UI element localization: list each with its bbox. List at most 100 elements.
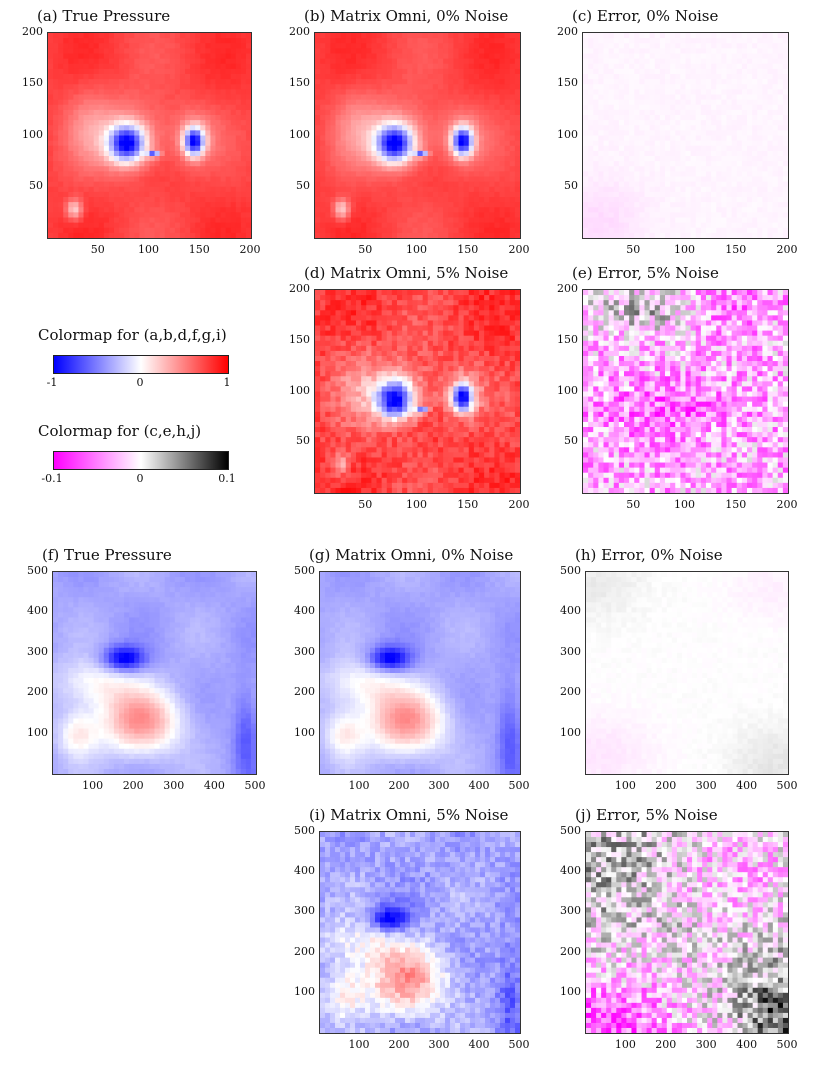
heatmap-cell <box>179 181 186 188</box>
heatmap-cell <box>215 125 222 131</box>
heatmap-cell <box>108 130 115 137</box>
heatmap-cell <box>670 150 676 157</box>
heatmap-cell <box>402 99 408 106</box>
heatmap-cell <box>458 166 465 172</box>
heatmap-cell <box>230 130 237 137</box>
heatmap-cell <box>484 89 490 96</box>
heatmap-cell <box>200 145 206 152</box>
heatmap-cell <box>747 109 753 116</box>
heatmap-cell <box>583 166 589 172</box>
heatmap-cell <box>103 222 110 229</box>
heatmap-cell <box>690 33 697 39</box>
heatmap-cell <box>695 120 702 126</box>
heatmap-cell <box>53 191 59 198</box>
heatmap-cell <box>588 94 594 101</box>
heatmap-cell <box>624 120 630 126</box>
heatmap-cell <box>463 68 470 75</box>
heatmap-cell <box>752 217 758 224</box>
heatmap-cell <box>427 74 434 80</box>
heatmap-cell <box>108 74 115 80</box>
heatmap-cell <box>690 140 697 147</box>
heatmap-cell <box>468 99 475 106</box>
heatmap-cell <box>371 197 378 203</box>
heatmap-cell <box>113 176 120 183</box>
heatmap-cell <box>245 186 251 193</box>
heatmap-cell <box>726 171 733 178</box>
heatmap-cell <box>113 38 120 44</box>
heatmap-cell <box>340 156 347 162</box>
heatmap-cell <box>119 217 125 224</box>
heatmap-cell <box>680 227 687 234</box>
heatmap-cell <box>782 33 788 39</box>
heatmap-cell <box>200 33 206 39</box>
heatmap-cell <box>665 43 671 49</box>
heatmap-cell <box>741 53 748 60</box>
heatmap-cell <box>215 227 222 234</box>
heatmap-cell <box>397 104 403 111</box>
heatmap-cell <box>767 48 774 55</box>
heatmap-cell <box>195 79 201 85</box>
heatmap-cell <box>675 125 681 131</box>
heatmap-cell <box>320 135 326 142</box>
heatmap-cell <box>412 290 419 296</box>
heatmap-cell <box>73 156 80 162</box>
heatmap-cell <box>432 217 439 224</box>
heatmap-cell <box>315 135 321 142</box>
heatmap-cell <box>608 176 615 183</box>
heatmap-cell <box>499 202 506 208</box>
heatmap-cell <box>422 109 429 116</box>
heatmap-cell <box>412 135 419 142</box>
heatmap-cell <box>397 227 403 234</box>
heatmap-cell <box>747 181 753 188</box>
heatmap-cell <box>235 150 242 157</box>
heatmap-cell <box>448 181 454 188</box>
heatmap-cell <box>649 33 656 39</box>
heatmap-cell <box>706 38 712 44</box>
heatmap-cell <box>593 33 599 39</box>
heatmap-cell <box>731 130 738 137</box>
heatmap-cell <box>670 161 676 167</box>
heatmap-cell <box>752 166 758 172</box>
heatmap-cell <box>721 227 728 234</box>
heatmap-cell <box>731 48 738 55</box>
heatmap-cell <box>468 295 475 301</box>
heatmap-cell <box>659 53 666 60</box>
heatmap-cell <box>230 176 237 183</box>
heatmap-cell <box>124 217 130 224</box>
heatmap-cell <box>215 140 222 147</box>
heatmap-cell <box>613 212 620 219</box>
heatmap-cell <box>634 222 640 229</box>
heatmap-cell <box>78 227 85 234</box>
heatmap-cell <box>618 89 625 96</box>
heatmap-cell <box>88 74 95 80</box>
heatmap-cell <box>494 120 501 126</box>
heatmap-cell <box>453 150 460 157</box>
heatmap-cell <box>402 217 408 224</box>
heatmap-cell <box>129 156 135 162</box>
heatmap-cell <box>371 120 378 126</box>
heatmap-cell <box>700 125 707 131</box>
heatmap-cell <box>144 156 151 162</box>
heatmap-cell <box>98 202 105 208</box>
heatmap-cell <box>665 186 671 193</box>
heatmap-cell <box>179 161 186 167</box>
heatmap-cell <box>108 38 115 44</box>
heatmap-cell <box>782 53 788 60</box>
heatmap-cell <box>340 186 347 193</box>
heatmap-cell <box>422 295 429 301</box>
heatmap-cell <box>129 74 135 80</box>
heatmap-cell <box>747 38 753 44</box>
heatmap-cell <box>225 109 232 116</box>
heatmap-cell <box>108 89 115 96</box>
heatmap-cell <box>376 212 383 219</box>
heatmap-cell <box>659 43 666 49</box>
heatmap-cell <box>397 89 403 96</box>
heatmap-cell <box>230 207 237 213</box>
heatmap-cell <box>690 109 697 116</box>
heatmap-cell <box>509 140 516 147</box>
heatmap-cell <box>83 222 90 229</box>
heatmap-cell <box>164 222 171 229</box>
heatmap-cell <box>200 43 206 49</box>
heatmap-cell <box>721 99 728 106</box>
panel-title: (b) Matrix Omni, 0% Noise <box>304 7 509 25</box>
